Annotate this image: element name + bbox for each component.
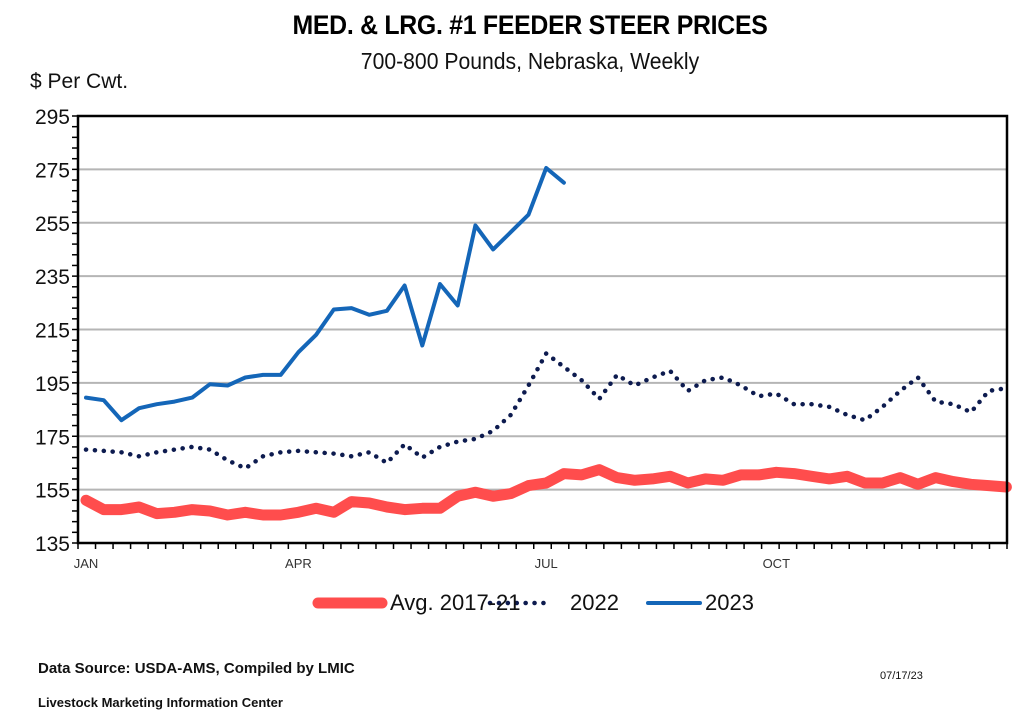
legend-label-avg: Avg. 2017-21 [390, 590, 521, 615]
y-tick-label: 235 [35, 266, 70, 289]
y-tick-label: 295 [35, 106, 70, 129]
chart-date: 07/17/23 [880, 670, 923, 682]
legend-label-2023: 2023 [705, 590, 754, 615]
y-tick-label: 175 [35, 426, 70, 449]
organization-name: Livestock Marketing Information Center [38, 695, 283, 710]
y-tick-label: 195 [35, 373, 70, 396]
legend-label-2022: 2022 [570, 590, 619, 615]
series-line-2023 [84, 166, 566, 423]
x-tick-label: OCT [763, 556, 791, 571]
series-line-avg-2017-21 [80, 464, 1012, 521]
y-tick-label: 215 [35, 320, 70, 343]
x-tick-label: JAN [74, 556, 99, 571]
data-source: Data Source: USDA-AMS, Compiled by LMIC [38, 660, 355, 677]
series-line-2022 [83, 351, 1009, 471]
y-tick-label: 135 [35, 533, 70, 556]
plot-frame [76, 114, 1009, 545]
y-tick-label: 155 [35, 480, 70, 503]
chart-subtitle: 700-800 Pounds, Nebraska, Weekly [360, 48, 700, 74]
y-tick-label: 255 [35, 213, 70, 236]
x-tick-label: JUL [535, 556, 558, 571]
y-tick-label: 275 [35, 159, 70, 182]
x-tick-label: APR [285, 556, 312, 571]
y-axis-label: $ Per Cwt. [30, 70, 129, 93]
chart-title: MED. & LRG. #1 FEEDER STEER PRICES [292, 10, 768, 40]
